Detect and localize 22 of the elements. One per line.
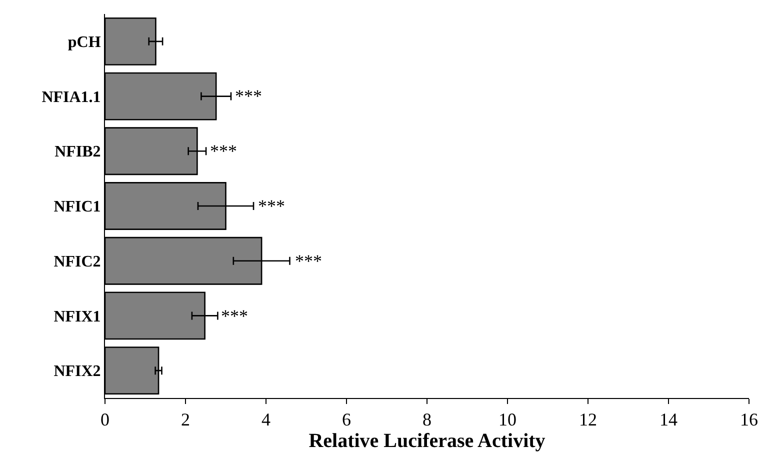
x-tick-label: 14 <box>660 410 678 430</box>
y-tick-label: NFIA1.1 <box>42 88 101 106</box>
x-tick-label: 4 <box>262 410 270 430</box>
y-tick-label: NFIC2 <box>54 253 101 270</box>
x-tick-label: 6 <box>342 410 351 430</box>
x-tick-label: 12 <box>579 410 597 430</box>
x-tick-label: 0 <box>100 410 110 430</box>
annotation: *** <box>210 141 237 161</box>
x-tick-label: 10 <box>498 410 516 430</box>
y-tick-label: NFIX1 <box>54 308 101 326</box>
x-tick-label: 16 <box>740 410 758 430</box>
annotation: *** <box>235 86 262 106</box>
y-tick-label: NFIC1 <box>54 198 101 216</box>
y-tick-label: NFIB2 <box>54 144 101 161</box>
x-axis-title: Relative Luciferase Activity <box>308 430 546 452</box>
annotation: *** <box>258 196 285 216</box>
y-tick-label: NFIX2 <box>54 363 101 380</box>
annotation: *** <box>221 306 248 326</box>
x-tick-label: 8 <box>422 410 432 430</box>
y-tick-label: pCH <box>68 34 102 52</box>
annotation: *** <box>295 251 322 271</box>
x-tick-label: 2 <box>181 410 190 430</box>
